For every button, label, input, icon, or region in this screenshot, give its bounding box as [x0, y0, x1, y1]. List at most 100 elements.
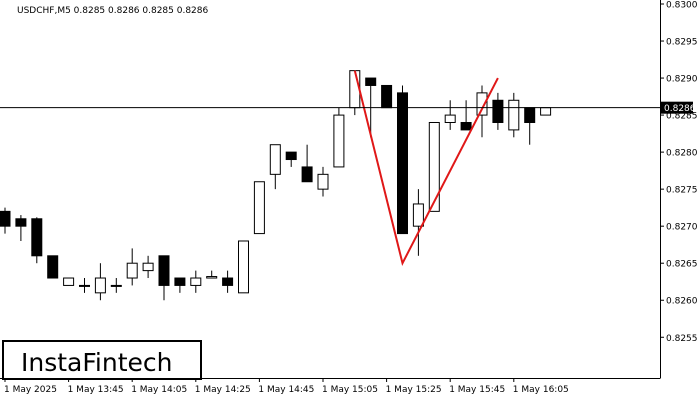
candle — [508, 92, 520, 138]
candle — [381, 84, 393, 109]
pattern-layer — [353, 70, 499, 267]
candle — [269, 144, 281, 190]
y-tick-label: 0.8290 — [666, 75, 698, 85]
candle-body — [524, 107, 536, 123]
candle — [238, 240, 249, 294]
candle-body — [190, 277, 202, 286]
candle-body — [238, 240, 249, 294]
y-tick-label: 0.8265 — [666, 260, 698, 270]
candle-body — [365, 77, 377, 86]
candle — [476, 85, 488, 138]
candle-body — [460, 121, 472, 131]
candle — [206, 270, 218, 279]
x-tick-label: 1 May 14:25 — [195, 385, 251, 395]
y-tick-label: 0.8300 — [666, 1, 698, 11]
x-axis-ticks: 1 May 2025 1 May 13:45 1 May 14:05 1 May 14… — [4, 378, 569, 395]
candle-body — [428, 121, 440, 212]
y-tick-label: 0.8255 — [666, 334, 698, 344]
candle — [142, 255, 154, 279]
candle-body — [47, 255, 59, 279]
candle-body — [317, 173, 329, 190]
candle — [15, 215, 27, 241]
candle-body — [476, 92, 488, 116]
candle-body — [110, 284, 122, 287]
x-tick-label: 1 May 13:45 — [68, 385, 124, 395]
candle-body — [0, 210, 11, 227]
watermark-text: InstaFintech — [21, 348, 173, 377]
candle-body — [222, 277, 234, 286]
candle-body — [63, 277, 75, 286]
candle-body — [349, 70, 361, 109]
candle — [31, 217, 43, 264]
y-tick-label: 0.8260 — [666, 297, 698, 307]
candle-body — [15, 218, 27, 227]
candle — [285, 151, 297, 167]
candles-layer — [0, 70, 552, 301]
candle-body — [158, 255, 170, 286]
candle — [460, 100, 472, 131]
candle — [492, 92, 504, 130]
candle-body — [397, 92, 408, 235]
x-tick-label: 1 May 16:05 — [513, 385, 569, 395]
x-tick-label: 1 May 15:25 — [386, 385, 442, 395]
current-price-label: 0.8286 — [661, 101, 696, 114]
candle-body — [412, 203, 424, 227]
candle-body — [301, 166, 313, 183]
candle — [444, 100, 456, 130]
candle-body — [174, 277, 186, 286]
candle-body — [126, 262, 138, 279]
y-tick-label: 0.8295 — [666, 38, 698, 48]
candle — [222, 270, 234, 293]
candle — [63, 277, 75, 286]
candle — [397, 85, 408, 235]
pattern-line — [353, 70, 499, 267]
x-tick-label: 1 May 15:05 — [322, 385, 378, 395]
x-tick-label: 1 May 14:45 — [258, 385, 314, 395]
x-tick-label: 1 May 15:45 — [449, 385, 505, 395]
candle — [94, 263, 106, 301]
y-tick-label: 0.8280 — [666, 149, 698, 159]
candle — [126, 248, 138, 286]
candle-body — [206, 276, 218, 279]
y-tick-label: 0.8285 — [666, 112, 698, 122]
x-tick-label: 1 May 14:05 — [131, 385, 187, 395]
watermark-box — [2, 340, 202, 380]
candle-body — [444, 114, 456, 123]
candle-body — [79, 284, 90, 287]
candle — [0, 207, 11, 234]
candle-body — [94, 277, 106, 294]
current-price-label-text: 0.8286 — [664, 104, 696, 114]
candle — [540, 107, 552, 116]
current-price-label-bg — [661, 101, 693, 114]
candle-body — [333, 114, 345, 168]
candle-body — [253, 181, 265, 235]
candle-body — [508, 99, 520, 131]
y-axis-ticks: 0.8300 0.8295 0.8290 0.8285 0.8280 0.8275 0.82… — [660, 1, 698, 344]
candle — [253, 181, 265, 235]
x-tick-label: 1 May 2025 — [4, 385, 57, 395]
watermark: InstaFintech — [2, 340, 202, 380]
candle — [190, 270, 202, 293]
chart-symbol-header: USDCHF,M5 0.8285 0.8286 0.8285 0.8286 — [17, 6, 208, 16]
candle — [79, 278, 90, 293]
candle — [428, 121, 440, 212]
candle — [317, 166, 329, 197]
candle — [47, 255, 59, 279]
candle — [158, 255, 170, 301]
candle-body — [269, 144, 281, 175]
candle — [333, 107, 345, 168]
candle — [174, 277, 186, 293]
candle-body — [31, 218, 43, 257]
candle — [412, 189, 424, 256]
candle — [301, 144, 313, 183]
candle-body — [142, 262, 154, 272]
candle — [110, 278, 122, 293]
candle-body — [381, 84, 393, 109]
y-tick-label: 0.8270 — [666, 223, 698, 233]
y-tick-label: 0.8275 — [666, 186, 698, 196]
candle-body — [492, 99, 504, 123]
candle-body — [540, 107, 552, 116]
